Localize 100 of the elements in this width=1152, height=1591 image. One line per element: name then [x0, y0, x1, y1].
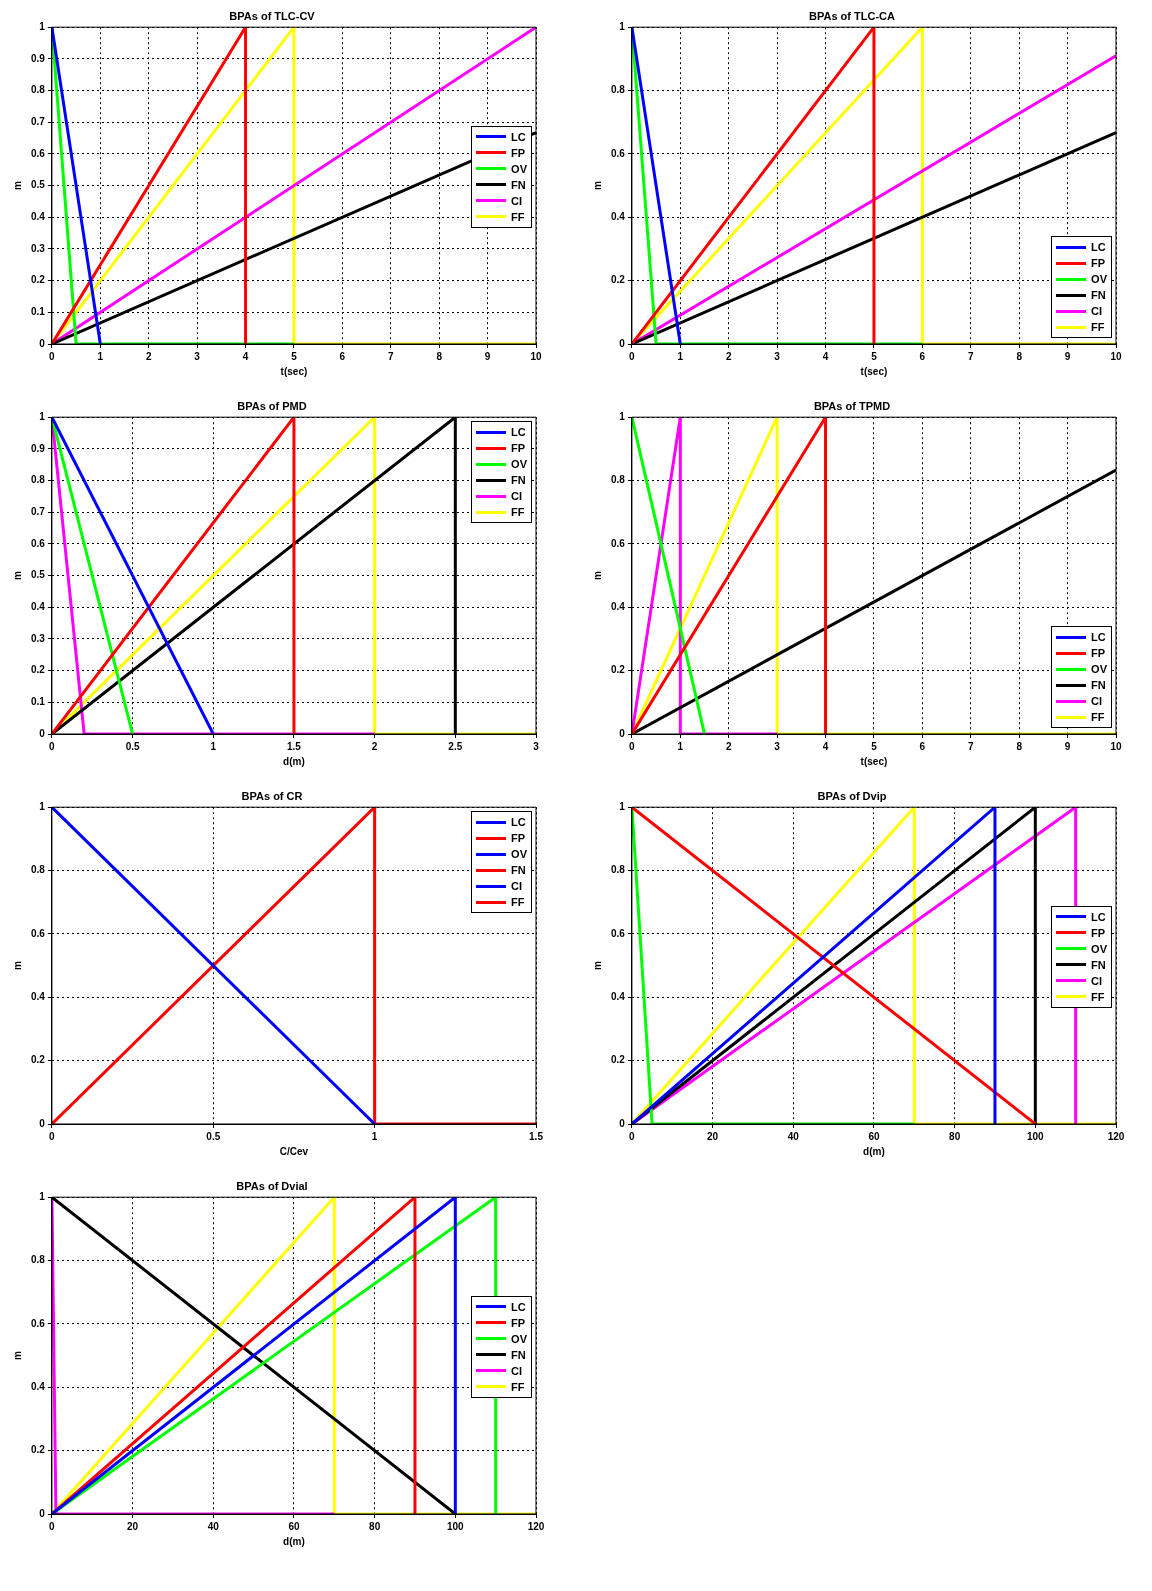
y-tick-label: 0.6	[31, 927, 46, 939]
legend-label: LC	[1091, 630, 1106, 645]
legend-label: FP	[511, 441, 526, 457]
x-axis-title: t(sec)	[280, 365, 308, 377]
y-tick-label: 0	[39, 727, 46, 739]
y-axis-title: m	[11, 961, 23, 971]
legend-label: FF	[1091, 989, 1105, 1005]
x-tick-label: 0	[49, 740, 56, 752]
y-tick-label: 0.4	[31, 991, 46, 1003]
legend-label: CI	[1091, 304, 1103, 319]
x-tick-label: 8	[1016, 740, 1023, 752]
x-tick-label: 0	[629, 740, 636, 752]
y-tick-label: 0	[39, 1507, 46, 1519]
legend-label: FN	[511, 177, 526, 193]
y-tick-label: 0.6	[611, 537, 626, 549]
y-tick-label: 0.2	[31, 664, 46, 676]
x-tick-label: 6	[339, 350, 346, 362]
legend-label: OV	[1091, 272, 1107, 287]
x-axis-title: d(m)	[283, 755, 305, 767]
y-axis-title: m	[11, 181, 23, 191]
legend-label: FP	[511, 145, 526, 161]
y-tick-label: 0.6	[31, 1317, 46, 1329]
y-tick-label: 0.7	[31, 505, 46, 517]
x-tick-label: 4	[822, 350, 829, 362]
y-axis-title: m	[591, 961, 603, 971]
x-tick-label: 40	[787, 1130, 800, 1142]
chart-title: BPAs of PMD	[237, 399, 307, 412]
y-tick-label: 0.6	[31, 537, 46, 549]
x-tick-label: 10	[1110, 350, 1122, 362]
x-tick-label: 3	[774, 350, 781, 362]
x-tick-label: 0	[49, 350, 56, 362]
legend-label: FP	[1091, 256, 1106, 271]
x-tick-label: 3	[533, 740, 540, 752]
legend-label: FN	[1091, 288, 1106, 303]
x-tick-label: 20	[707, 1130, 719, 1142]
chart-title: BPAs of CR	[241, 789, 303, 802]
y-tick-label: 0.8	[31, 84, 46, 96]
y-tick-label: 1	[619, 800, 626, 812]
x-tick-label: 1.5	[287, 740, 302, 752]
x-tick-label: 8	[1016, 350, 1023, 362]
y-tick-label: 0.2	[611, 664, 626, 676]
x-tick-label: 5	[871, 350, 878, 362]
legend-label: FP	[511, 1315, 526, 1331]
y-tick-label: 0.9	[31, 442, 46, 454]
x-tick-label: 7	[967, 740, 974, 752]
y-axis-title: m	[591, 571, 603, 581]
y-tick-label: 0.6	[611, 927, 626, 939]
x-tick-label: 5	[291, 350, 298, 362]
x-tick-label: 9	[1064, 350, 1071, 362]
y-tick-label: 0.5	[31, 179, 46, 191]
x-tick-label: 7	[967, 350, 974, 362]
legend-label: FN	[511, 473, 526, 489]
y-tick-label: 0.4	[31, 211, 46, 223]
y-tick-label: 1	[39, 1190, 46, 1202]
x-tick-label: 1	[97, 350, 104, 362]
x-tick-label: 0.5	[125, 740, 140, 752]
y-tick-label: 0.4	[611, 211, 626, 223]
y-tick-label: 1	[619, 20, 626, 32]
y-tick-label: 1	[39, 410, 46, 422]
legend-label: LC	[1091, 909, 1106, 925]
y-tick-label: 0.1	[31, 306, 46, 318]
x-tick-label: 10	[1110, 740, 1122, 752]
x-tick-label: 0.5	[206, 1130, 221, 1142]
x-tick-label: 40	[207, 1520, 220, 1532]
y-tick-label: 0.8	[611, 474, 626, 486]
y-tick-label: 0.1	[31, 696, 46, 708]
x-axis-title: d(m)	[283, 1535, 305, 1547]
x-tick-label: 60	[288, 1520, 300, 1532]
legend-label: OV	[511, 457, 527, 473]
x-tick-label: 20	[127, 1520, 139, 1532]
y-axis-title: m	[591, 181, 603, 191]
x-tick-label: 8	[436, 350, 443, 362]
x-tick-label: 9	[484, 350, 491, 362]
legend-label: FF	[511, 505, 525, 521]
legend-label: CI	[1091, 973, 1103, 989]
legend-label: FF	[1091, 320, 1105, 335]
x-tick-label: 0	[629, 1130, 636, 1142]
legend-label: LC	[511, 425, 526, 441]
x-axis-title: C/Cev	[279, 1145, 309, 1157]
x-tick-label: 2	[725, 740, 732, 752]
y-axis-title: m	[11, 1351, 23, 1361]
x-tick-label: 0	[49, 1520, 56, 1532]
y-tick-label: 0.5	[31, 569, 46, 581]
x-tick-label: 0	[629, 350, 636, 362]
legend-label: CI	[1091, 694, 1103, 709]
y-tick-label: 0.8	[611, 84, 626, 96]
x-tick-label: 2.5	[448, 740, 463, 752]
y-tick-label: 0.8	[31, 474, 46, 486]
y-axis-title: m	[11, 571, 23, 581]
legend-label: FP	[1091, 646, 1106, 661]
legend-label: FP	[1091, 925, 1106, 941]
x-tick-label: 6	[919, 350, 926, 362]
x-tick-label: 9	[1064, 740, 1071, 752]
x-tick-label: 1.5	[529, 1130, 544, 1142]
x-tick-label: 120	[527, 1520, 545, 1532]
chart-title: BPAs of Dvial	[236, 1179, 308, 1192]
chart-title: BPAs of TLC-CA	[809, 9, 896, 22]
y-tick-label: 0.4	[611, 601, 626, 613]
y-tick-label: 0.8	[31, 864, 46, 876]
legend-label: CI	[511, 489, 523, 505]
